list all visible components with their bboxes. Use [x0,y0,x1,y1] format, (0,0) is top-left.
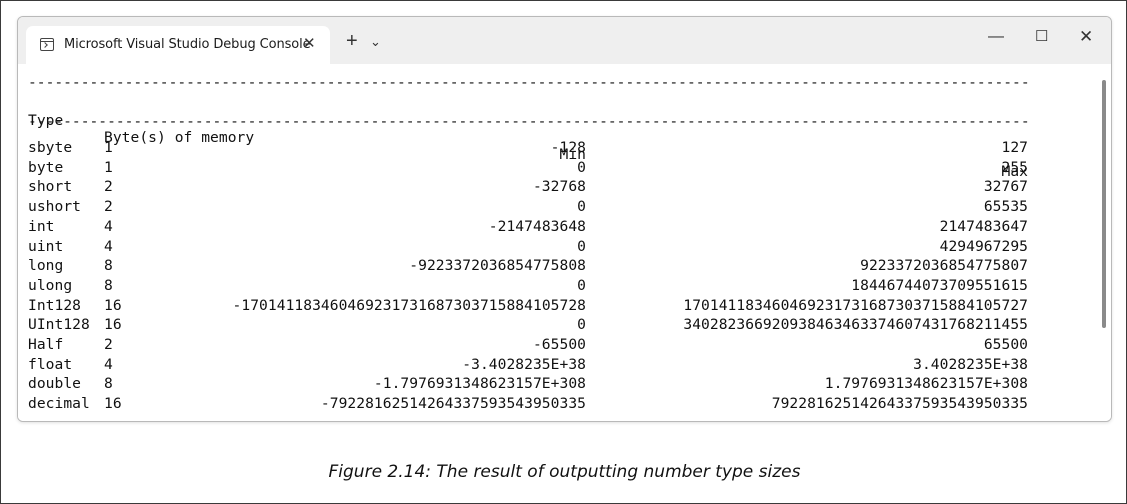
table-row: UInt128 16 0 340282366920938463463374607431… [28,316,1028,336]
bytes-cell: 8 [104,257,113,275]
header-type: Type [28,112,64,129]
table-row: float 4 -3.4028235E+38 3.4028235E+38 [28,356,1028,376]
bytes-cell: 16 [104,395,122,413]
table-row: Int128 16 -1701411834604692317316873037158… [28,297,1028,317]
max-cell: 65500 [983,336,1028,353]
type-cell: ushort [28,198,82,216]
separator-top: ----------------------------------------… [28,74,1028,91]
max-cell: 1.7976931348623157E+308 [824,375,1028,393]
close-icon[interactable]: ✕ [1079,27,1094,46]
bytes-cell: 8 [104,276,113,294]
max-cell: 3.4028235E+38 [913,355,1028,373]
min-cell: -79228162514264337593543950335 [320,395,586,413]
min-cell: -128 [550,139,586,156]
type-cell: short [28,178,73,196]
type-cell: byte [28,158,64,176]
bytes-cell: 1 [104,158,113,176]
console-output: ----------------------------------------… [18,64,1111,421]
bytes-cell: 8 [104,375,113,393]
min-cell: -32768 [532,178,586,196]
min-cell: -170141183460469231731687303715884105728 [232,296,586,314]
title-bar: Microsoft Visual Studio Debug Console ✕ … [18,17,1111,64]
header-row: Type Byte(s) of memory Min Max [28,95,1028,180]
bytes-cell: 2 [104,198,113,216]
tab-title: Microsoft Visual Studio Debug Console [64,37,311,52]
vertical-scrollbar[interactable] [1102,80,1106,328]
bytes-cell: 1 [104,139,113,156]
header-min: Min [559,146,586,163]
type-cell: sbyte [28,139,73,156]
min-cell: -3.4028235E+38 [462,355,586,373]
minimize-icon[interactable]: — [988,28,1004,45]
table-row: long 8 -9223372036854775808 922337203685477… [28,257,1028,277]
table-row: decimal 16 -79228162514264337593543950335 7… [28,395,1028,415]
type-cell: Int128 [28,296,82,314]
max-cell: 127 [1001,139,1028,156]
header-bytes: Byte(s) of memory [104,129,255,146]
maximize-icon[interactable]: ☐ [1035,28,1049,45]
terminal-icon [40,38,54,51]
table-row: byte 1 0 255 [28,159,1028,179]
type-cell: UInt128 [28,316,90,334]
type-cell: double [28,375,82,393]
bytes-cell: 4 [104,237,113,255]
min-cell: -65500 [532,336,586,353]
max-cell: 170141183460469231731687303715884105727 [683,296,1028,314]
max-cell: 2147483647 [939,217,1028,235]
max-cell: 4294967295 [939,237,1028,255]
min-cell: -9223372036854775808 [409,257,586,275]
type-cell: uint [28,237,64,255]
bytes-cell: 2 [104,178,113,196]
bytes-cell: 16 [104,316,122,334]
min-cell: -2147483648 [488,217,586,235]
new-tab-icon[interactable]: + [346,30,358,52]
console-window: Microsoft Visual Studio Debug Console ✕ … [17,16,1112,422]
table-row: Half 2 -65500 65500 [28,336,1028,356]
max-cell: 79228162514264337593543950335 [771,395,1028,413]
max-cell: 340282366920938463463374607431768211455 [683,316,1028,334]
tab-debug-console[interactable]: Microsoft Visual Studio Debug Console ✕ [26,26,330,64]
type-cell: int [28,217,55,235]
max-cell: 32767 [983,178,1028,196]
bytes-cell: 2 [104,336,113,353]
type-cell: float [28,355,73,373]
table-row: ulong 8 0 18446744073709551615 [28,277,1028,297]
figure-caption: Figure 2.14: The result of outputting nu… [328,462,801,482]
type-cell: Half [28,336,64,353]
min-cell: 0 [577,316,586,334]
min-cell: 0 [577,276,586,294]
min-cell: 0 [577,237,586,255]
table-row: ushort 2 0 65535 [28,198,1028,218]
table-row: sbyte 1 -128 127 [28,139,1028,159]
max-cell: 18446744073709551615 [851,276,1028,294]
bytes-cell: 4 [104,217,113,235]
type-cell: decimal [28,395,90,413]
table-row: int 4 -2147483648 2147483647 [28,218,1028,238]
min-cell: 0 [577,198,586,216]
table-row: double 8 -1.7976931348623157E+308 1.7976931… [28,375,1028,395]
max-cell: 65535 [983,198,1028,216]
chevron-down-icon[interactable]: ⌄ [370,34,381,49]
min-cell: -1.7976931348623157E+308 [373,375,586,393]
max-cell: 255 [1001,158,1028,176]
bytes-cell: 16 [104,296,122,314]
bytes-cell: 4 [104,355,113,373]
min-cell: 0 [577,158,586,176]
header-max: Max [1001,163,1028,180]
table-row: uint 4 0 4294967295 [28,238,1028,258]
type-cell: ulong [28,276,73,294]
type-cell: long [28,257,64,275]
separator-header: ----------------------------------------… [28,113,1028,130]
tab-close-icon[interactable]: ✕ [303,35,316,52]
max-cell: 9223372036854775807 [860,257,1028,275]
table-row: short 2 -32768 32767 [28,178,1028,198]
